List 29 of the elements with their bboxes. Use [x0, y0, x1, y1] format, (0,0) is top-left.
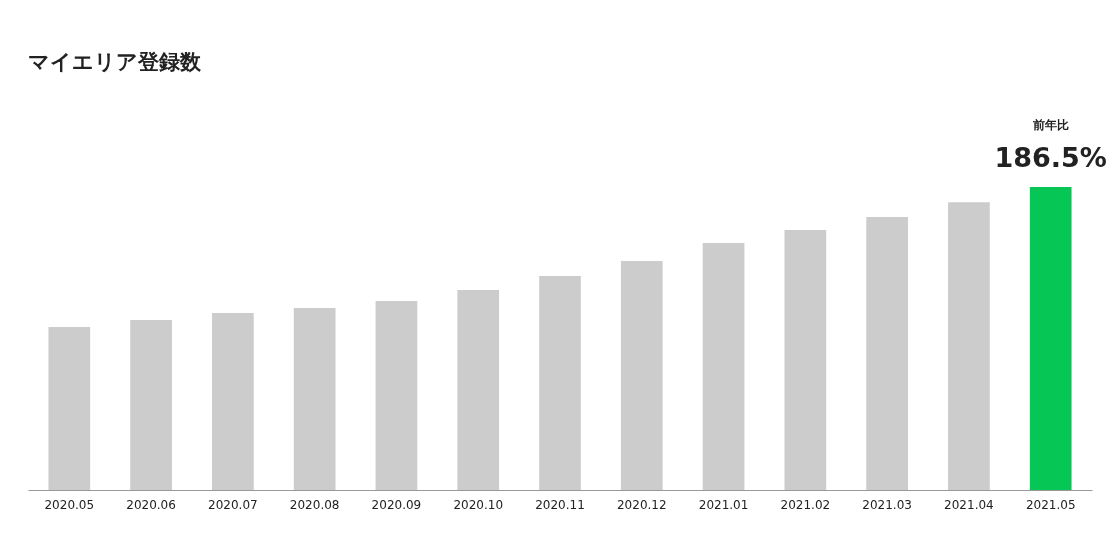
- x-tick-label: 2020.11: [535, 497, 585, 512]
- bar: [293, 307, 336, 490]
- text: 前年比: [1031, 118, 1069, 132]
- x-tick-label: 2021.02: [780, 497, 831, 512]
- x-tick-label: 2020.07: [208, 497, 258, 512]
- bar: [130, 320, 172, 490]
- x-tick-label: 2020.12: [616, 497, 667, 512]
- bar: [48, 326, 91, 490]
- bar: [375, 300, 418, 490]
- bar: [784, 230, 827, 490]
- x-tick-label: 2021.04: [944, 497, 994, 512]
- x-tick-label: 2021.05: [1025, 497, 1076, 512]
- x-tick-label: 2020.06: [126, 497, 176, 512]
- x-tick-label: 2020.08: [289, 497, 340, 512]
- x-tick-label: 2020.05: [44, 497, 95, 512]
- annotation: 186.5%: [994, 142, 1107, 173]
- chart-title: マイエリア登録数: [28, 50, 202, 74]
- x-tick-label: 2020.10: [453, 497, 504, 512]
- x-tick-label: 2021.03: [862, 497, 912, 512]
- bar: [620, 260, 663, 490]
- bar: [1029, 187, 1072, 490]
- x-tick-label: 2021.01: [698, 497, 749, 512]
- bar: [457, 290, 500, 490]
- bar: [702, 243, 745, 490]
- x-tick-label: 2020.09: [371, 497, 422, 512]
- bar: [948, 202, 990, 490]
- bar: [539, 276, 581, 490]
- bar: [212, 313, 254, 490]
- bar: [866, 217, 908, 490]
